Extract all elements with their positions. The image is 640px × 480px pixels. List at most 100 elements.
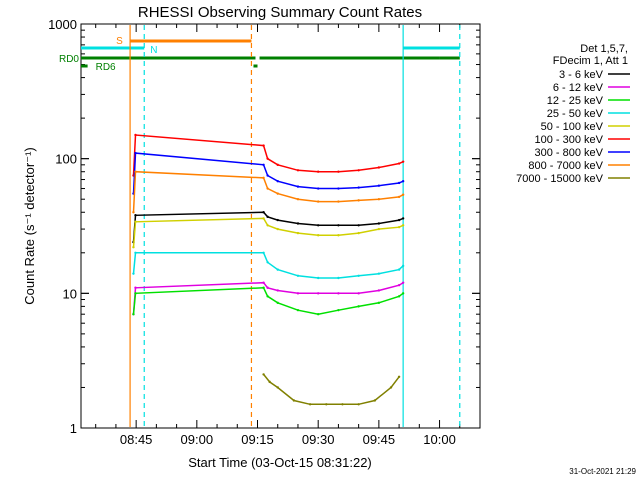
data-point xyxy=(377,301,381,305)
data-point xyxy=(316,276,320,280)
data-point xyxy=(397,375,401,378)
series-group xyxy=(132,133,405,406)
axes-group: 1 10 100 1000 08:45 09:00 09:15 09:30 09:45 10:00 xyxy=(48,17,481,447)
data-point xyxy=(316,234,320,237)
legend-entry-label: 800 - 7000 keV xyxy=(528,160,603,172)
data-point xyxy=(132,312,135,316)
data-point xyxy=(401,224,405,227)
data-point xyxy=(357,305,360,308)
flag-label-rd6: RD6 xyxy=(96,62,116,73)
data-point xyxy=(276,218,279,222)
x-tick-label: 09:00 xyxy=(181,432,214,447)
data-point xyxy=(397,225,401,229)
data-point xyxy=(296,185,300,188)
data-point xyxy=(262,251,265,254)
data-point xyxy=(276,192,279,195)
data-point xyxy=(308,403,312,406)
plot-frame xyxy=(80,23,481,429)
data-point xyxy=(377,166,381,169)
data-point xyxy=(357,403,360,406)
data-point xyxy=(377,184,381,187)
data-point xyxy=(397,283,401,287)
data-point xyxy=(262,176,265,180)
data-point xyxy=(266,157,269,160)
data-point xyxy=(377,198,381,201)
series-line-1 xyxy=(132,281,404,315)
data-point xyxy=(377,289,381,292)
data-point xyxy=(341,403,344,406)
data-point xyxy=(266,261,269,264)
series-line-7 xyxy=(132,170,404,213)
data-point xyxy=(337,224,340,227)
data-point xyxy=(276,268,279,271)
legend-entry-label: 12 - 25 keV xyxy=(547,95,604,107)
data-point xyxy=(316,200,320,203)
data-point xyxy=(296,292,300,295)
y-tick-label: 1 xyxy=(70,421,77,436)
data-point xyxy=(316,170,320,173)
data-point xyxy=(337,308,340,312)
x-tick-label: 08:45 xyxy=(120,432,153,447)
data-point xyxy=(401,217,405,220)
data-point xyxy=(262,217,265,220)
data-point xyxy=(276,301,279,305)
y-tick-label: 10 xyxy=(63,286,77,301)
data-point xyxy=(377,272,381,275)
data-point xyxy=(357,292,360,295)
data-point xyxy=(397,295,401,298)
data-point xyxy=(266,174,269,177)
flag-bars-group: S N RD0 RD6 xyxy=(59,36,460,73)
series-line-6 xyxy=(132,152,404,194)
series-line-2 xyxy=(132,287,404,315)
data-point xyxy=(262,281,265,284)
data-point xyxy=(397,218,401,222)
data-point xyxy=(296,308,300,312)
data-point xyxy=(357,231,360,235)
data-point xyxy=(268,380,271,384)
data-point xyxy=(134,133,137,137)
chart-title: RHESSI Observing Summary Count Rates xyxy=(138,4,422,21)
data-point xyxy=(401,281,405,284)
flag-label-s: S xyxy=(116,36,123,47)
data-point xyxy=(134,220,137,223)
data-point xyxy=(276,227,279,231)
x-axis-label: Start Time (03-Oct-15 08:31:22) xyxy=(188,455,372,470)
data-point xyxy=(357,186,360,189)
data-point xyxy=(397,162,401,165)
series-line-0 xyxy=(132,211,404,243)
data-point xyxy=(134,214,137,217)
x-tick-label: 10:00 xyxy=(423,432,456,447)
data-point xyxy=(134,286,137,289)
data-point xyxy=(401,193,405,196)
data-point xyxy=(276,180,279,183)
data-point xyxy=(316,312,320,316)
data-point xyxy=(262,211,265,214)
data-point xyxy=(132,211,135,214)
data-point xyxy=(377,227,381,231)
x-tick-label: 09:45 xyxy=(363,432,396,447)
data-point xyxy=(132,246,135,249)
data-point xyxy=(316,292,320,295)
data-point xyxy=(401,292,405,295)
data-point xyxy=(337,170,340,173)
data-point xyxy=(266,286,269,289)
data-point xyxy=(337,200,340,203)
series-line-3 xyxy=(132,252,404,279)
data-point xyxy=(397,268,401,271)
data-point xyxy=(357,169,360,172)
data-point xyxy=(276,386,279,389)
data-point xyxy=(134,292,137,295)
legend-entry-label: 300 - 800 keV xyxy=(535,147,604,159)
data-point xyxy=(276,163,279,167)
data-point xyxy=(357,274,360,277)
data-point xyxy=(296,231,300,235)
data-point xyxy=(292,399,296,402)
data-point xyxy=(401,264,405,268)
data-point xyxy=(262,373,265,376)
legend-entry-label: 7000 - 15000 keV xyxy=(516,173,604,185)
flag-label-rd0: RD0 xyxy=(59,54,79,65)
y-tick-label: 1000 xyxy=(48,17,77,32)
data-point xyxy=(401,180,405,183)
